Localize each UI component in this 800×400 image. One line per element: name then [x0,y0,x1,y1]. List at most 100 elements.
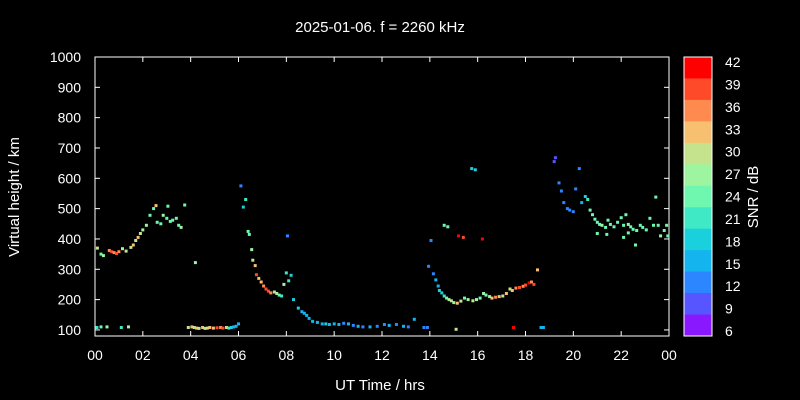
data-point [480,237,484,241]
data-point [286,234,289,238]
data-point [292,298,295,302]
data-point [356,324,360,328]
data-point [665,223,669,227]
data-point [598,222,602,226]
data-point [593,217,597,221]
colorbar-band [684,121,712,144]
colorbar-band [684,314,712,337]
data-point [337,323,341,326]
data-point [454,327,458,331]
data-point [117,250,121,254]
data-point [311,319,315,323]
data-point [446,225,450,229]
data-point [300,310,304,314]
colorbar-band [684,57,712,79]
data-point [459,299,463,303]
data-point [201,326,205,329]
data-point [229,326,233,329]
data-point [626,231,630,235]
data-point [644,228,648,232]
data-point [604,225,608,229]
data-point [148,213,152,217]
data-point [272,290,276,294]
data-point [208,326,212,329]
y-tick-label: 900 [58,79,82,95]
colorbar-band [684,250,712,273]
data-point [192,326,196,329]
colorbar: 42 39 36 33 30 27 24 21 18 15 12 9 6 [683,54,741,339]
colorbar-tick-label: 21 [725,211,741,227]
data-point [634,243,637,247]
data-point [437,289,441,292]
data-point [324,322,328,326]
data-point [251,258,255,262]
data-point [277,293,281,297]
x-tick-label: 14 [422,347,438,363]
data-point [473,168,477,172]
data-point [250,248,254,252]
data-point [425,326,429,329]
data-point [275,292,279,295]
colorbar-tick-label: 18 [725,233,741,249]
data-point [215,326,219,330]
data-point [626,222,630,226]
x-tick-label: 12 [374,347,390,363]
data-point [368,325,372,329]
data-point [246,229,250,233]
data-point [119,326,123,329]
data-point [219,326,223,329]
data-point [327,323,331,326]
data-point [237,322,240,326]
data-point [124,249,128,253]
data-point [99,325,103,329]
data-point [557,181,561,185]
data-point [154,204,158,208]
colorbar-tick-label: 33 [725,121,741,137]
data-point [461,235,465,239]
x-tick-label: 16 [470,347,486,363]
data-point [195,326,199,330]
y-tick-label: 700 [58,140,82,156]
data-point [530,280,533,284]
data-point [134,239,138,242]
data-point [166,204,170,208]
data-point [234,324,238,328]
data-point [562,201,566,205]
data-point [284,271,288,275]
colorbar-tick-label: 15 [725,256,741,272]
x-tick-label: 04 [183,347,199,363]
data-point [422,326,426,329]
colorbar-band [684,185,712,208]
data-point [463,296,466,300]
data-point [193,261,197,265]
data-point [605,232,609,236]
data-point [648,216,652,220]
data-point [466,298,470,302]
data-point [532,282,536,286]
data-point [289,273,293,277]
data-point [136,235,140,239]
data-point [577,167,581,171]
data-point [455,301,459,305]
colorbar-band [684,207,712,230]
data-point [95,246,99,250]
data-point [484,293,488,297]
y-tick-label: 1000 [50,49,81,65]
data-point [99,252,103,256]
data-point [478,296,482,300]
y-tick-label: 300 [58,261,82,277]
colorbar-tick-label: 36 [725,99,741,115]
data-point [186,326,190,329]
data-point [654,195,658,199]
data-point [305,313,309,317]
data-point [568,208,572,212]
colorbar-tick-label: 12 [725,278,741,294]
data-point [287,279,291,283]
data-point [595,232,599,235]
data-point [622,235,626,239]
data-point [475,298,478,302]
data-point [225,326,228,329]
colorbar-tick-label: 24 [725,189,741,205]
data-point [342,321,346,325]
